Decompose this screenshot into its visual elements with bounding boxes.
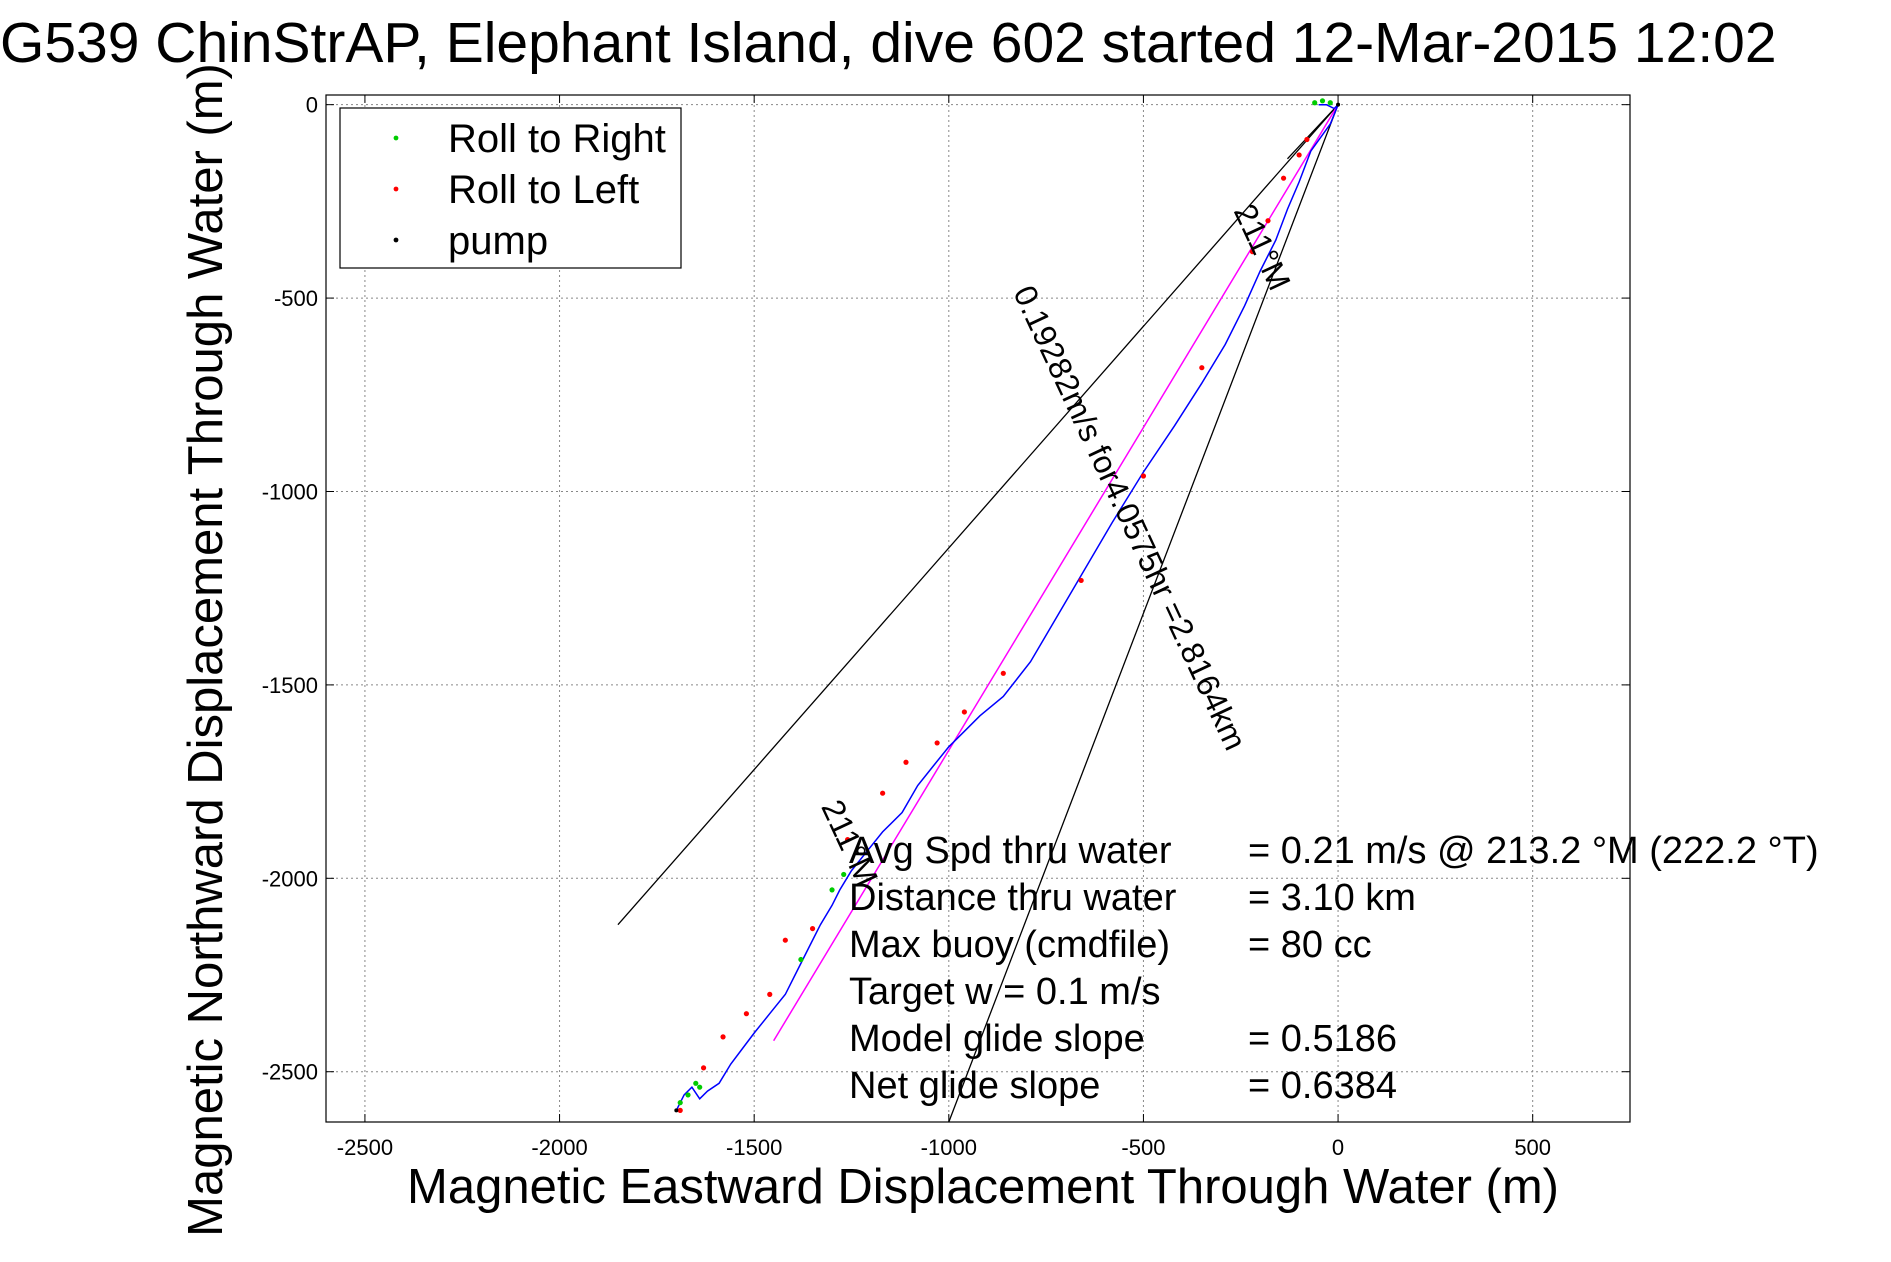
roll-left-point <box>809 925 816 932</box>
heading-line <box>1286 104 1339 160</box>
roll-left-point <box>961 709 967 715</box>
model-track-line <box>772 104 1339 1042</box>
annotation-value: = 0.6384 <box>1248 1065 1397 1107</box>
roll-right-point <box>1319 98 1326 104</box>
roll-left-point <box>677 1107 683 1113</box>
x-tick-label: -1500 <box>726 1135 782 1160</box>
roll-left-point <box>782 937 788 943</box>
track-line <box>675 103 1339 1111</box>
axes: -2500 -2000 -1500 -1000 -500 0 500 0 -500 -1000 -1… <box>262 93 1631 1160</box>
roll-left-point <box>767 991 773 997</box>
x-axis-label: Magnetic Eastward Displacement Through W… <box>407 1160 1559 1214</box>
y-tick-label: -2500 <box>262 1060 318 1085</box>
annotation-value: = 0.5186 <box>1248 1018 1397 1060</box>
pump-point <box>1336 102 1341 107</box>
roll-left-point <box>1000 670 1006 676</box>
roll-left-point <box>845 837 851 843</box>
roll-right-point <box>1327 100 1333 106</box>
x-tick-label: -2500 <box>337 1135 393 1160</box>
annotation-value: = 80 cc <box>1248 924 1372 966</box>
chart-title: G539 ChinStrAP, Elephant Island, dive 60… <box>0 11 1777 75</box>
annotations: Avg Spd thru water = 0.21 m/s @ 213.2 °M … <box>849 830 1819 1107</box>
y-tick-label: -2000 <box>262 866 318 891</box>
pump-point <box>674 1108 679 1113</box>
annotation-value: = 3.10 km <box>1248 877 1416 919</box>
legend-entry-label: Roll to Right <box>448 117 666 161</box>
roll-left-point <box>1265 218 1271 224</box>
roll-left-point <box>1199 365 1205 371</box>
x-tick-label: -1000 <box>921 1135 977 1160</box>
annotation-label: Model glide slope <box>849 1018 1145 1060</box>
y-tick-label: -1000 <box>262 479 318 504</box>
axes-box <box>325 94 1631 1123</box>
roll-left-point <box>880 790 886 796</box>
x-tick-label: -500 <box>1121 1135 1165 1160</box>
y-tick-label: 0 <box>306 93 318 118</box>
annotation-label: Target w = 0.1 m/s <box>849 971 1161 1013</box>
legend-entry-label: Roll to Left <box>448 168 639 212</box>
legend-marker <box>393 135 399 141</box>
roll-left-point <box>1280 175 1287 181</box>
y-tick-label: -500 <box>274 286 318 311</box>
annotation-value: = 0.21 m/s @ 213.2 °M (222.2 °T) <box>1248 830 1819 872</box>
roll-right-point <box>798 956 804 963</box>
x-tick-label: -2000 <box>531 1135 587 1160</box>
roll-left-point <box>700 1065 707 1071</box>
y-tick-label: -1500 <box>262 673 318 698</box>
roll-left-point <box>1296 152 1302 158</box>
heading-line <box>617 104 1339 926</box>
y-axis-label: Magnetic Northward Displacement Through … <box>179 63 233 1237</box>
roll-left-point <box>1249 249 1256 255</box>
heading-line <box>948 104 1339 1123</box>
roll-right-point <box>697 1084 703 1090</box>
annotation-label: Net glide slope <box>849 1065 1100 1107</box>
roll-left-point <box>934 740 940 746</box>
roll-right-point <box>841 871 847 878</box>
roll-left-point <box>903 759 909 765</box>
roll-right-point <box>685 1092 691 1098</box>
roll-left-point <box>743 1011 749 1017</box>
legend-entry-label: pump <box>448 219 548 263</box>
legend-marker <box>393 237 399 243</box>
roll-left-point <box>720 1034 726 1040</box>
x-tick-label: 500 <box>1514 1135 1551 1160</box>
annotation-label: Distance thru water <box>849 877 1177 919</box>
x-tick-label: 0 <box>1332 1135 1344 1160</box>
roll-right-point <box>1312 100 1318 106</box>
roll-left-point <box>1078 577 1084 584</box>
annotation-label: Max buoy (cmdfile) <box>849 924 1170 966</box>
legend: Roll to Right Roll to Left pump <box>339 107 682 269</box>
legend-marker <box>393 186 399 192</box>
roll-right-point <box>829 887 835 893</box>
annotation-label: Avg Spd thru water <box>849 830 1172 872</box>
roll-left-point <box>1304 136 1310 143</box>
roll-left-point <box>1140 473 1147 479</box>
roll-right-point <box>693 1080 699 1086</box>
roll-right-point <box>677 1100 683 1106</box>
